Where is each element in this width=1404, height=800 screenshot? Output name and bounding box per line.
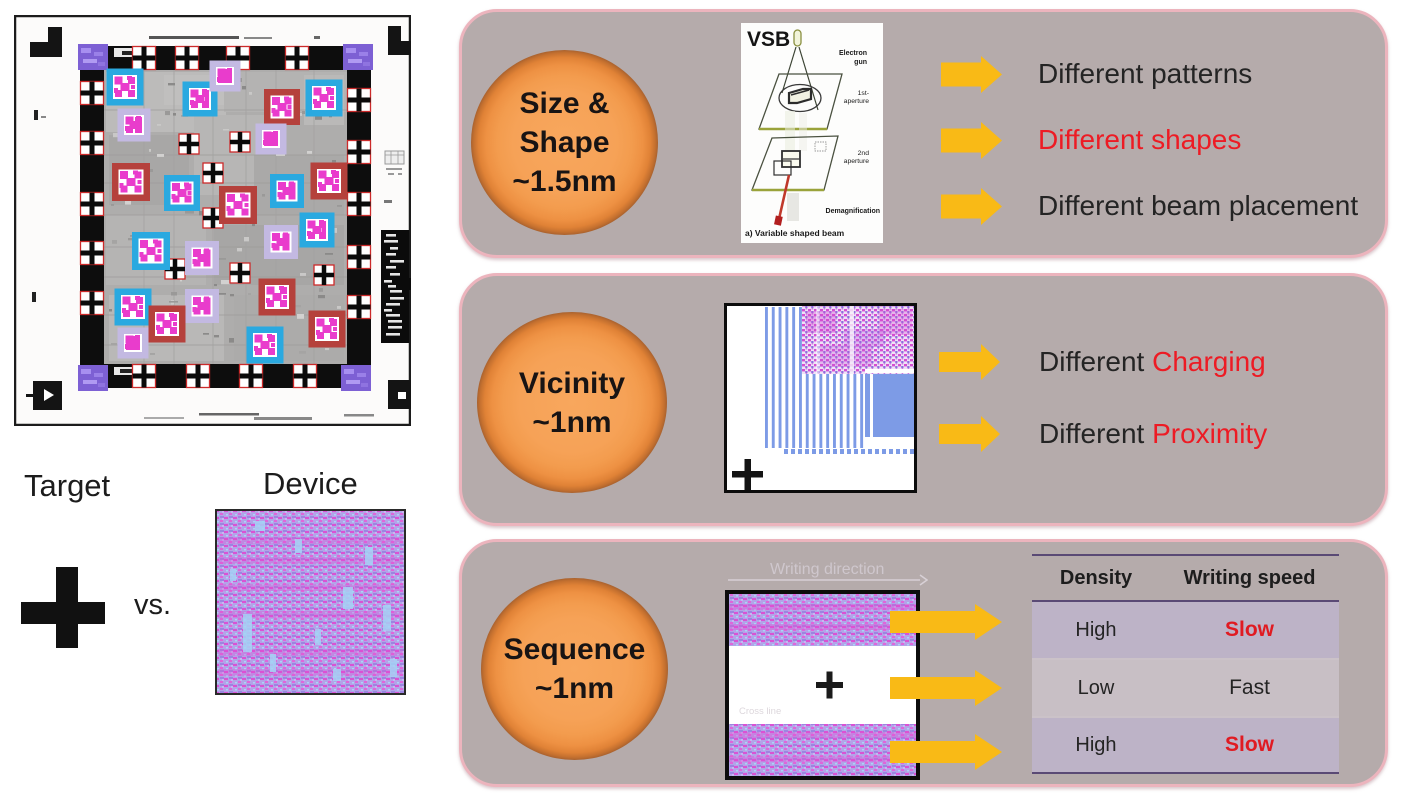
svg-text:aperture: aperture xyxy=(844,98,870,105)
svg-text:aperture: aperture xyxy=(844,158,870,165)
svg-text:gun: gun xyxy=(854,59,867,66)
svg-text:2nd: 2nd xyxy=(858,150,870,157)
svg-text:Cross line: Cross line xyxy=(739,706,781,717)
svg-text:1st-: 1st- xyxy=(858,90,869,97)
svg-text:VSB: VSB xyxy=(747,28,790,51)
svg-text:Electron: Electron xyxy=(839,50,867,57)
svg-text:a) Variable shaped beam: a) Variable shaped beam xyxy=(745,228,845,238)
svg-text:Demagnification: Demagnification xyxy=(826,208,880,215)
